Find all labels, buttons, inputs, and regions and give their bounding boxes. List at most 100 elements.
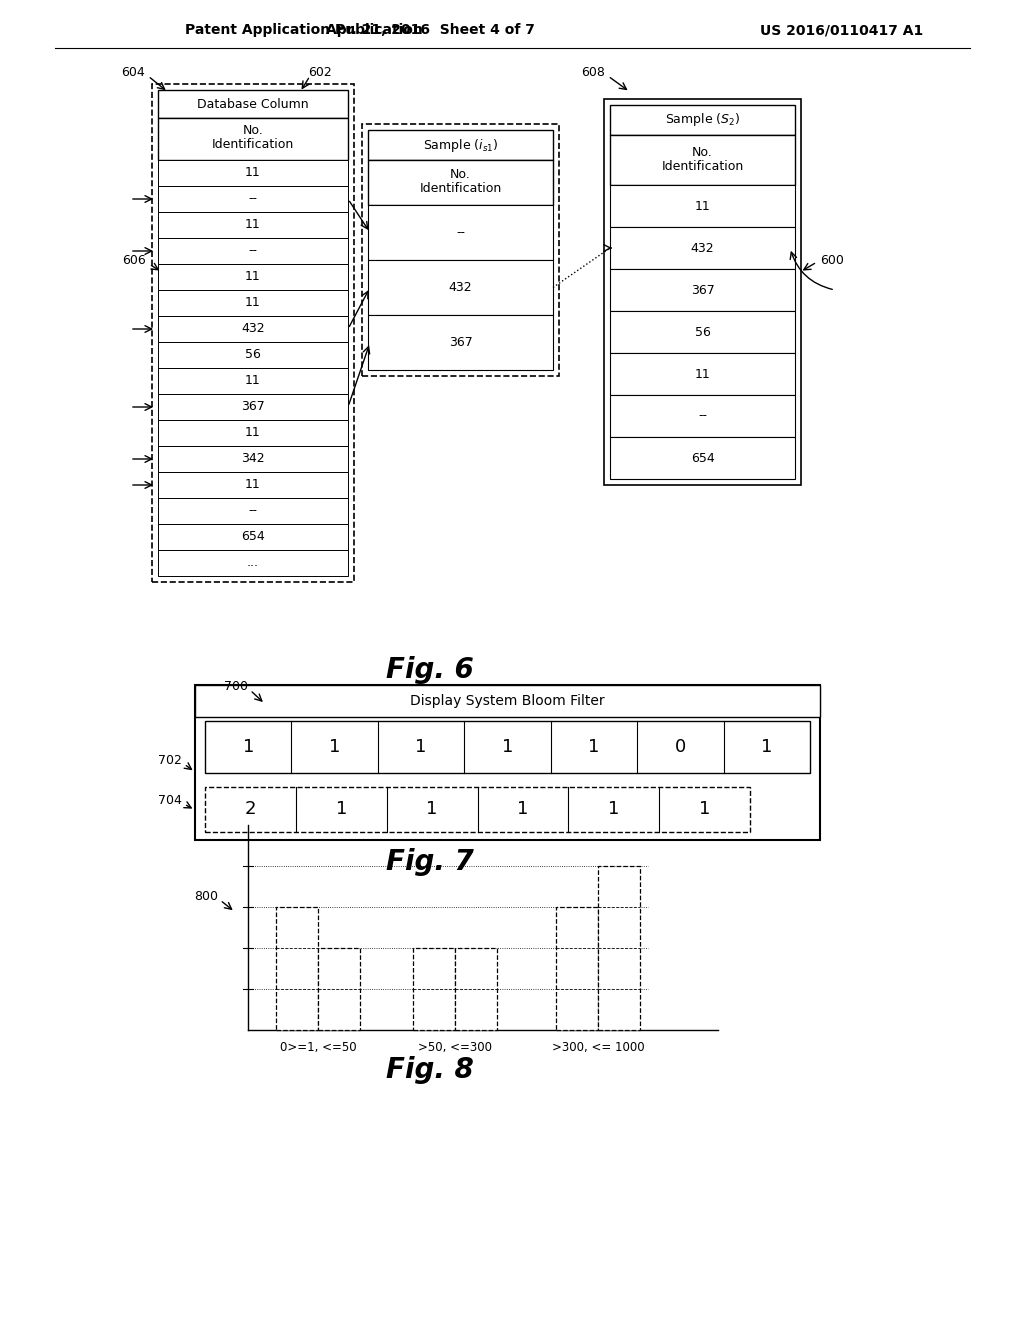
Bar [158, 90, 348, 117]
Bar [152, 84, 354, 582]
Text: 367: 367 [241, 400, 265, 413]
Bar [610, 227, 795, 269]
Bar [368, 160, 553, 205]
Text: 342: 342 [242, 453, 265, 466]
Text: 654: 654 [690, 451, 715, 465]
Bar [158, 368, 348, 393]
Text: --: -- [249, 193, 257, 206]
Bar [158, 342, 348, 368]
Text: 11: 11 [694, 199, 711, 213]
Text: Identification: Identification [662, 161, 743, 173]
Bar [205, 721, 810, 774]
Text: Fig. 8: Fig. 8 [386, 1056, 474, 1084]
Text: 56: 56 [245, 348, 261, 362]
Text: 800: 800 [194, 890, 218, 903]
Text: Fig. 6: Fig. 6 [386, 656, 474, 684]
Bar [610, 269, 795, 312]
Bar [158, 446, 348, 473]
Bar [318, 948, 360, 1030]
Bar [368, 129, 553, 160]
Bar [158, 290, 348, 315]
Text: 700: 700 [224, 680, 248, 693]
Text: Patent Application Publication: Patent Application Publication [185, 22, 423, 37]
Text: 1: 1 [329, 738, 340, 756]
Text: 704: 704 [158, 793, 182, 807]
Text: Display System Bloom Filter: Display System Bloom Filter [411, 694, 605, 708]
Bar [158, 160, 348, 186]
Text: 1: 1 [426, 800, 438, 818]
Bar [158, 315, 348, 342]
Text: 432: 432 [690, 242, 715, 255]
Text: 11: 11 [245, 426, 261, 440]
Text: 367: 367 [449, 337, 472, 348]
Text: 56: 56 [694, 326, 711, 338]
Text: Sample ($i_{s1}$): Sample ($i_{s1}$) [423, 136, 499, 153]
Bar [368, 205, 553, 260]
Bar [276, 907, 318, 1030]
Bar [158, 524, 348, 550]
Text: >50, <=300: >50, <=300 [418, 1041, 492, 1055]
Text: 1: 1 [243, 738, 254, 756]
Text: 604: 604 [121, 66, 145, 78]
Text: 11: 11 [694, 367, 711, 380]
Text: 0: 0 [675, 738, 686, 756]
Bar [158, 550, 348, 576]
Text: 11: 11 [245, 219, 261, 231]
Text: 1: 1 [608, 800, 620, 818]
Bar [158, 238, 348, 264]
Text: 654: 654 [241, 531, 265, 544]
Bar [368, 260, 553, 315]
Bar [368, 315, 553, 370]
Bar [556, 907, 598, 1030]
Text: 1: 1 [517, 800, 528, 818]
Text: --: -- [249, 504, 257, 517]
Bar [610, 106, 795, 135]
Text: US 2016/0110417 A1: US 2016/0110417 A1 [760, 22, 924, 37]
Bar [610, 352, 795, 395]
Bar [604, 99, 801, 484]
Text: Identification: Identification [212, 137, 294, 150]
Text: 1: 1 [761, 738, 772, 756]
Text: 432: 432 [242, 322, 265, 335]
Text: 2: 2 [245, 800, 256, 818]
Text: Sample ($S_2$): Sample ($S_2$) [665, 111, 740, 128]
Text: No.: No. [243, 124, 263, 137]
Text: 602: 602 [308, 66, 332, 78]
Bar [158, 498, 348, 524]
Text: 702: 702 [158, 754, 182, 767]
Text: 1: 1 [336, 800, 347, 818]
Text: 432: 432 [449, 281, 472, 294]
Bar [158, 186, 348, 213]
Bar [598, 866, 640, 1030]
Text: >300, <= 1000: >300, <= 1000 [552, 1041, 644, 1055]
Bar [158, 213, 348, 238]
Bar [610, 395, 795, 437]
Text: --: -- [249, 244, 257, 257]
Bar [158, 393, 348, 420]
Bar [610, 135, 795, 185]
Text: 1: 1 [588, 738, 600, 756]
Text: Apr. 21, 2016  Sheet 4 of 7: Apr. 21, 2016 Sheet 4 of 7 [326, 22, 535, 37]
Bar [610, 437, 795, 479]
Bar [195, 685, 820, 840]
Bar [610, 185, 795, 227]
Bar [205, 787, 750, 832]
Text: 0>=1, <=50: 0>=1, <=50 [280, 1041, 356, 1055]
Text: No.: No. [451, 168, 471, 181]
Text: 1: 1 [416, 738, 427, 756]
Bar [195, 685, 820, 717]
Text: 11: 11 [245, 271, 261, 284]
Bar [610, 312, 795, 352]
Text: No.: No. [692, 145, 713, 158]
Text: 11: 11 [245, 166, 261, 180]
Text: 1: 1 [699, 800, 711, 818]
Bar [158, 473, 348, 498]
Text: 367: 367 [690, 284, 715, 297]
Bar [413, 948, 455, 1030]
Text: 11: 11 [245, 297, 261, 309]
Text: Database Column: Database Column [198, 98, 309, 111]
Text: --: -- [456, 226, 465, 239]
Text: Identification: Identification [420, 182, 502, 195]
Text: 11: 11 [245, 479, 261, 491]
Bar [158, 264, 348, 290]
